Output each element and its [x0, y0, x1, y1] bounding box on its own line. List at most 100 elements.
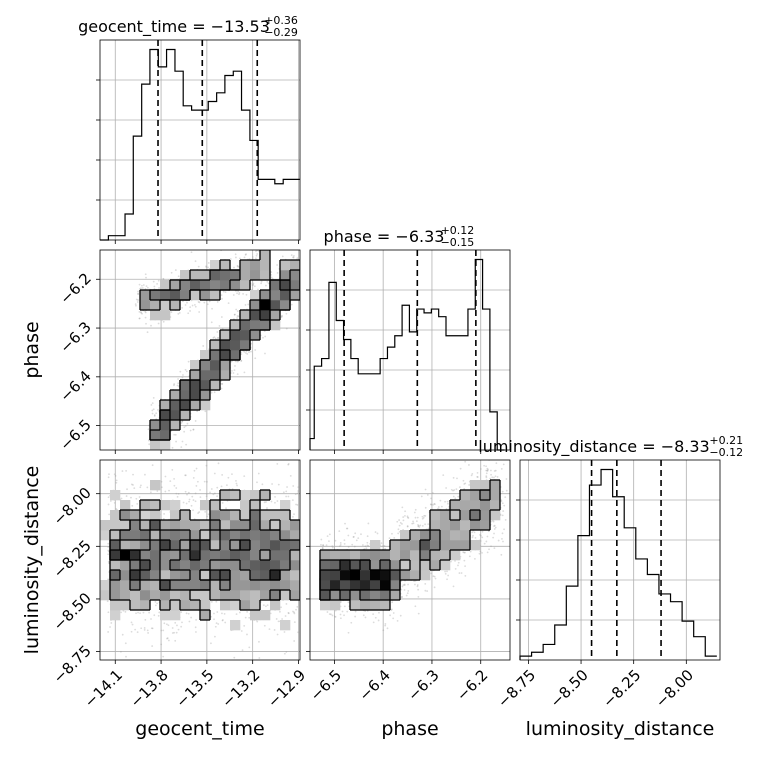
- axes-geocent_time: [100, 40, 300, 240]
- sample-point: [133, 487, 135, 489]
- sample-point: [193, 499, 195, 501]
- sample-point: [132, 474, 134, 476]
- sample-point: [233, 267, 235, 269]
- sample-point: [177, 382, 179, 384]
- density-cell: [170, 390, 180, 400]
- sample-point: [135, 303, 137, 305]
- sample-point: [281, 618, 283, 620]
- density-cell: [250, 310, 260, 320]
- density-cell: [260, 250, 270, 260]
- density-cell: [280, 280, 290, 290]
- sample-point: [265, 501, 267, 503]
- sample-point: [188, 613, 190, 615]
- density-cell: [200, 400, 210, 410]
- sample-point: [187, 312, 189, 314]
- sample-point: [125, 656, 127, 658]
- density-cell: [190, 280, 200, 290]
- sample-point: [251, 284, 253, 286]
- sample-point: [303, 276, 305, 278]
- sample-point: [155, 601, 157, 603]
- sample-point: [116, 479, 118, 481]
- density-cell: [210, 380, 220, 390]
- sample-point: [293, 257, 295, 259]
- density-cell: [260, 260, 270, 270]
- sample-point: [195, 631, 197, 633]
- density-cell: [280, 300, 290, 310]
- sample-point: [297, 631, 299, 633]
- density-cell: [220, 330, 230, 340]
- sample-point: [131, 505, 133, 507]
- sample-point: [135, 498, 137, 500]
- sample-point: [217, 301, 219, 303]
- title-value: luminosity_distance = −8.33: [478, 437, 709, 457]
- sample-point: [278, 621, 280, 623]
- sample-point: [241, 630, 243, 632]
- sample-point: [172, 447, 174, 449]
- density-cell: [190, 270, 200, 280]
- density-cell: [160, 290, 170, 300]
- sample-point: [177, 496, 179, 498]
- tick-label-y: −6.2: [56, 269, 94, 307]
- sample-point: [191, 251, 193, 253]
- sample-point: [158, 287, 160, 289]
- sample-point: [181, 307, 183, 309]
- tick-label-x: −8.75: [494, 666, 539, 711]
- sample-point: [302, 279, 304, 281]
- sample-point: [278, 484, 280, 486]
- sample-point: [108, 473, 110, 475]
- sample-point: [137, 293, 139, 295]
- density-cell: [220, 280, 230, 290]
- sample-point: [201, 454, 203, 456]
- sample-point: [234, 369, 236, 371]
- sample-point: [183, 502, 185, 504]
- density-cell: [180, 390, 190, 400]
- density-cell: [160, 310, 170, 320]
- sample-point: [246, 353, 248, 355]
- sample-point: [162, 656, 164, 658]
- sample-point: [237, 373, 239, 375]
- density-cell: [290, 280, 300, 290]
- density-cell: [160, 430, 170, 440]
- sample-point: [188, 501, 190, 503]
- sample-point: [304, 262, 306, 264]
- sample-point: [185, 304, 187, 306]
- sample-point: [161, 486, 163, 488]
- density-cell: [240, 310, 250, 320]
- sample-point: [264, 336, 266, 338]
- sample-point: [206, 493, 208, 495]
- sample-point: [236, 483, 238, 485]
- sample-point: [234, 314, 236, 316]
- sample-point: [204, 511, 206, 513]
- sample-point: [242, 445, 244, 447]
- sample-point: [236, 485, 238, 487]
- sample-point: [171, 469, 173, 471]
- sample-point: [214, 492, 216, 494]
- sample-point: [139, 311, 141, 313]
- density-cell: [280, 290, 290, 300]
- density-cell: [270, 320, 280, 330]
- sample-point: [245, 617, 247, 619]
- sample-point: [175, 441, 177, 443]
- sample-point: [175, 269, 177, 271]
- density-cell: [170, 410, 180, 420]
- sample-point: [233, 372, 235, 374]
- sample-point: [189, 499, 191, 501]
- sample-point: [198, 511, 200, 513]
- density-cell: [270, 310, 280, 320]
- sample-point: [198, 266, 200, 268]
- density-cell: [190, 370, 200, 380]
- sample-point: [186, 370, 188, 372]
- sample-point: [269, 628, 271, 630]
- sample-point: [291, 246, 293, 248]
- sample-point: [145, 323, 147, 325]
- sample-point: [139, 496, 141, 498]
- sample-point: [212, 337, 214, 339]
- sample-point: [254, 357, 256, 359]
- density-cell: [260, 320, 270, 330]
- density-cell: [210, 370, 220, 380]
- sample-point: [233, 294, 235, 296]
- sample-point: [247, 304, 249, 306]
- sample-point: [284, 248, 286, 250]
- sample-point: [196, 468, 198, 470]
- sample-point: [181, 422, 183, 424]
